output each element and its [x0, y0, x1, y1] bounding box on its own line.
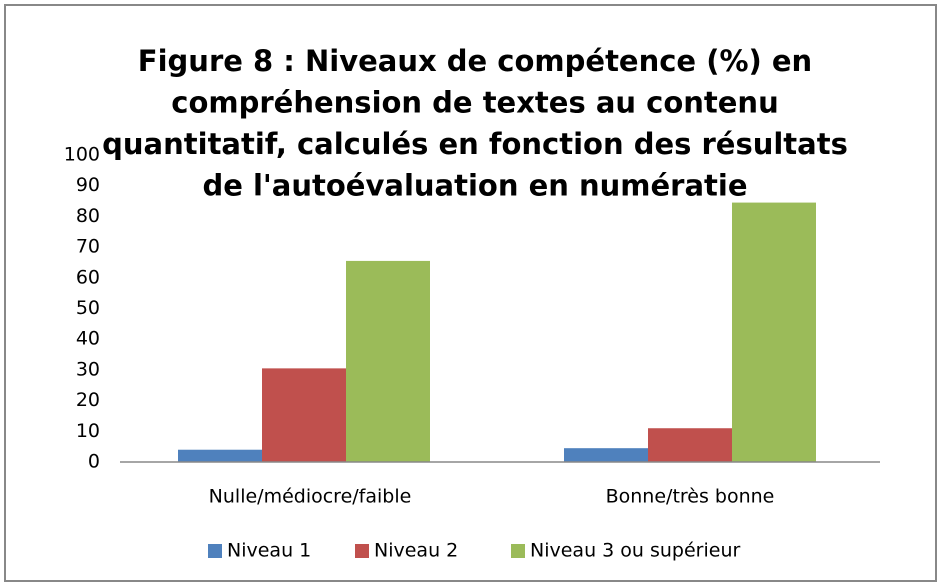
bar [178, 449, 262, 462]
y-tick-label: 20 [76, 389, 100, 411]
y-tick-label: 30 [76, 358, 100, 380]
y-tick-label: 100 [64, 144, 100, 166]
bar [564, 448, 648, 462]
chart-title: compréhension de textes au contenu [171, 86, 778, 120]
y-tick-label: 50 [76, 297, 100, 319]
chart-title: Figure 8 : Niveaux de compétence (%) en [138, 44, 812, 78]
bar [732, 202, 816, 462]
chart-title: de l'autoévaluation en numératie [202, 169, 747, 203]
bar [346, 260, 430, 462]
y-tick-label: 40 [76, 328, 100, 350]
y-tick-label: 0 [88, 451, 100, 473]
x-tick-label: Bonne/très bonne [606, 486, 775, 508]
legend-swatch [355, 544, 369, 558]
y-tick-label: 10 [76, 420, 100, 442]
y-tick-label: 90 [76, 174, 100, 196]
bar [262, 368, 346, 462]
chart-title: quantitatif, calculés en fonction des ré… [102, 127, 848, 161]
y-tick-label: 80 [76, 205, 100, 227]
legend-label: Niveau 1 [227, 540, 311, 562]
y-tick-label: 60 [76, 266, 100, 288]
legend-swatch [511, 544, 525, 558]
legend-label: Niveau 2 [374, 540, 458, 562]
legend-swatch [208, 544, 222, 558]
legend-label: Niveau 3 ou supérieur [530, 540, 740, 562]
bar [648, 428, 732, 462]
y-tick-label: 70 [76, 236, 100, 258]
x-tick-label: Nulle/médiocre/faible [209, 486, 412, 508]
